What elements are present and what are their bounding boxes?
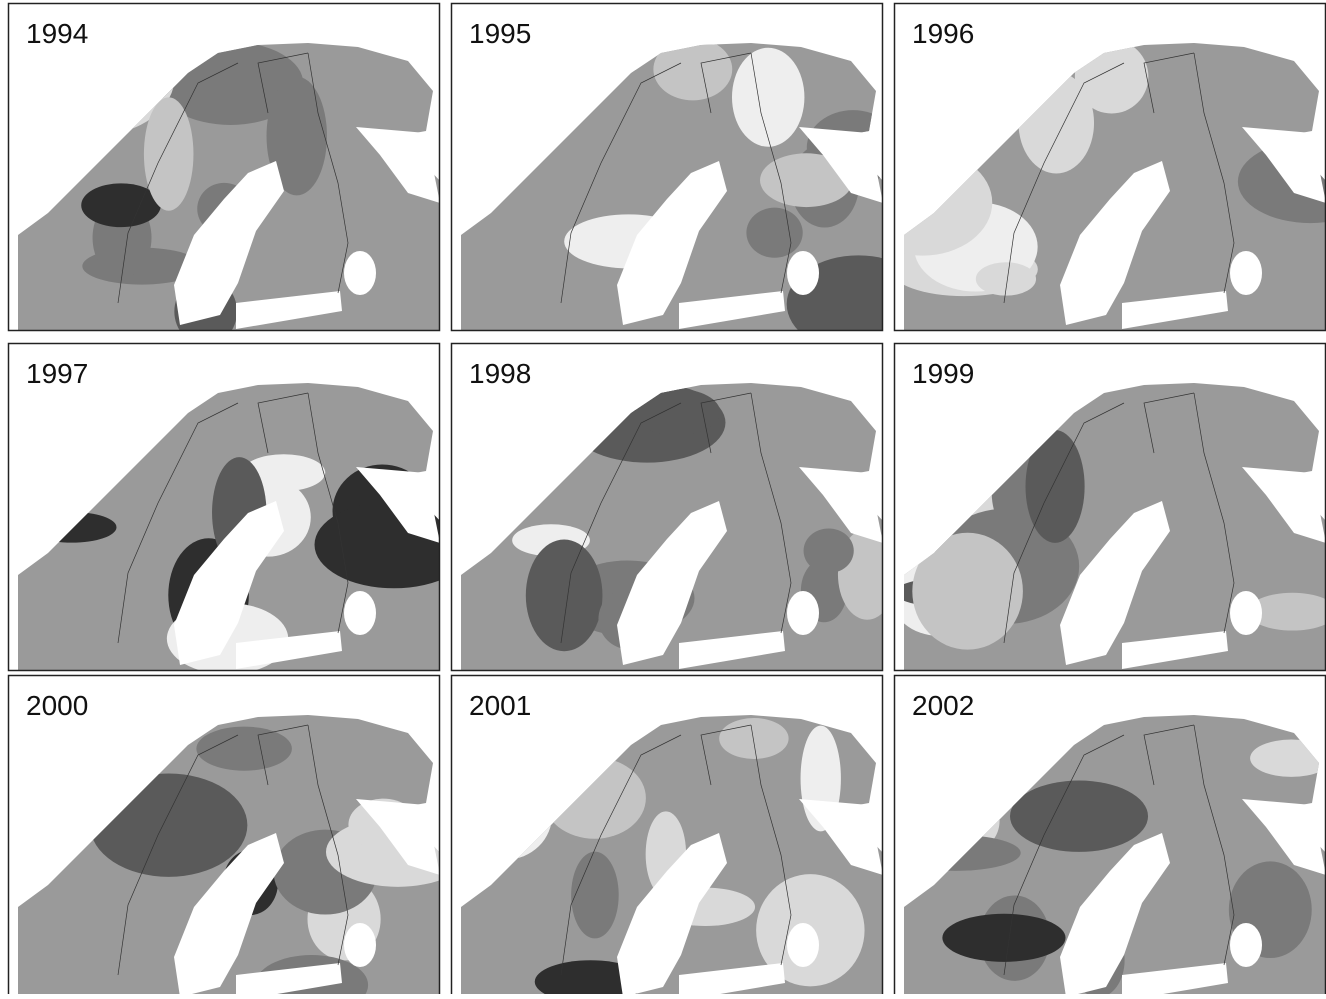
map-panel: 2002: [887, 675, 1326, 994]
lake: [1230, 923, 1262, 967]
region-patch: [526, 540, 603, 652]
region-patch: [315, 501, 474, 588]
lake: [344, 591, 376, 635]
region-patch: [571, 852, 619, 939]
region-patch: [719, 718, 788, 759]
year-label: 1996: [912, 18, 974, 49]
lake: [1230, 591, 1262, 635]
lake: [787, 251, 819, 295]
map-grid: 1994 1995 1996 1997 1998 1999 2000 2001 2002: [0, 0, 1326, 994]
map-panel: 1994: [8, 3, 440, 345]
year-label: 2000: [26, 690, 88, 721]
map-panel: 2001: [451, 675, 883, 994]
lake: [787, 923, 819, 967]
map-panel: 1999: [891, 343, 1326, 671]
lake: [344, 923, 376, 967]
map-panel: 1998: [451, 343, 896, 671]
lake: [1230, 251, 1262, 295]
region-patch: [746, 208, 802, 258]
region-patch: [804, 528, 854, 573]
map-panel: 1997: [8, 343, 473, 674]
region-patch: [81, 183, 161, 227]
map-panel: 1996: [853, 3, 1326, 331]
region-patch: [732, 48, 804, 147]
year-label: 2001: [469, 690, 531, 721]
region-patch: [942, 914, 1065, 962]
region-patch: [1010, 781, 1148, 852]
lake: [787, 591, 819, 635]
lake: [344, 251, 376, 295]
year-label: 1998: [469, 358, 531, 389]
map-panel: 2000: [8, 675, 470, 994]
year-label: 1997: [26, 358, 88, 389]
page: 199419951996199719981999200020012002 (()…: [0, 0, 1326, 994]
region-patch: [144, 97, 194, 210]
year-label: 1995: [469, 18, 531, 49]
map-panel: 1995: [451, 3, 930, 353]
year-label: 1999: [912, 358, 974, 389]
year-label: 1994: [26, 18, 88, 49]
year-label: 2002: [912, 690, 974, 721]
